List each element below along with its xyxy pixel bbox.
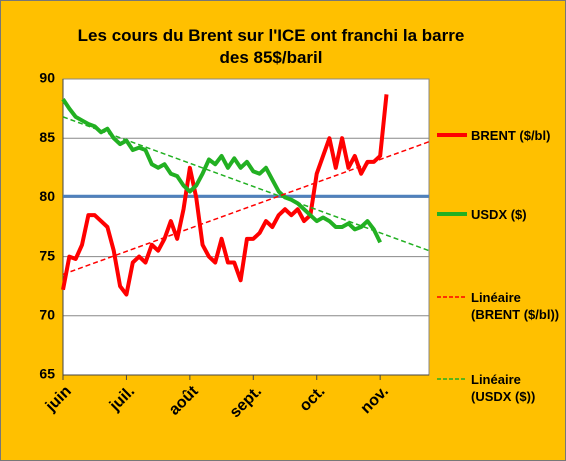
plot-area [62, 78, 430, 376]
x-tick-label: juin [42, 383, 75, 416]
y-tick-label: 85 [39, 129, 55, 145]
trend-line [62, 116, 430, 252]
legend-label: USDX ($) [471, 207, 527, 222]
trend-line [62, 141, 430, 276]
y-tick-label: 70 [39, 307, 55, 323]
legend-label: Linéaire (USDX ($)) [471, 372, 536, 404]
chart-title: Les cours du Brent sur l'ICE ont franchi… [77, 26, 465, 67]
legend-label: BRENT ($/bl) [471, 128, 551, 143]
x-tick-label: juil. [106, 383, 138, 415]
series-line [61, 98, 382, 244]
y-tick-label: 80 [39, 188, 55, 204]
y-tick-label: 75 [39, 247, 55, 263]
series-line [61, 94, 389, 297]
y-tick-label: 90 [39, 70, 55, 86]
legend-label: Linéaire (BRENT ($/bl)) [471, 290, 560, 322]
x-tick-label: oct. [296, 383, 328, 415]
x-tick-label: août [166, 382, 202, 418]
x-tick-label: sept. [227, 383, 265, 421]
x-tick-label: nov. [358, 383, 392, 417]
y-tick-label: 65 [39, 366, 55, 382]
